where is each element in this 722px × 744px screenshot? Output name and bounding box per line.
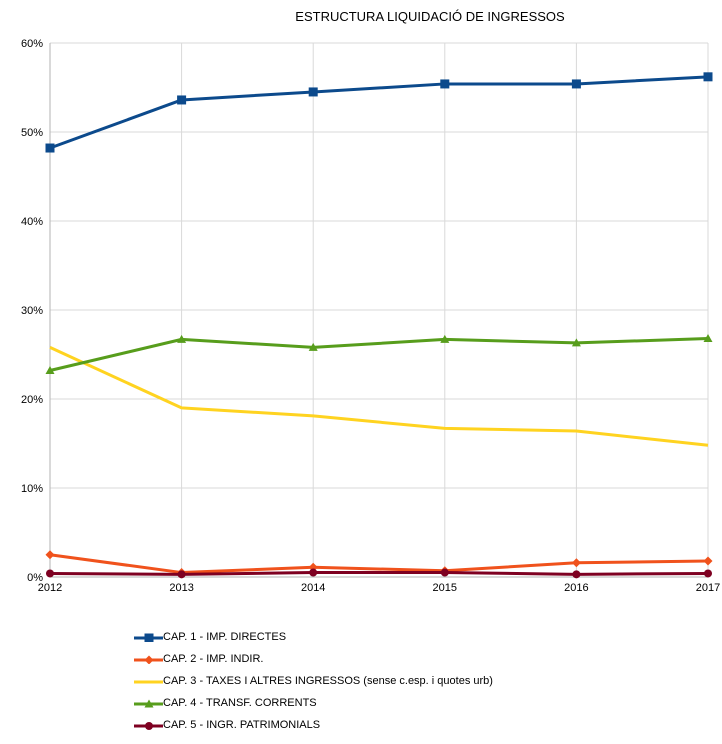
series-5 bbox=[46, 568, 712, 579]
y-tick-label: 50% bbox=[21, 127, 43, 139]
series-3 bbox=[49, 346, 709, 447]
y-tick-label: 0% bbox=[27, 572, 43, 584]
chart-title: ESTRUCTURA LIQUIDACIÓ DE INGRESSOS bbox=[295, 9, 565, 24]
x-tick-label: 2014 bbox=[301, 582, 325, 594]
legend-label: CAP. 1 - IMP. DIRECTES bbox=[163, 631, 287, 643]
series-4 bbox=[45, 333, 713, 375]
data-point bbox=[704, 569, 712, 578]
x-tick-label: 2012 bbox=[38, 582, 62, 594]
data-point bbox=[571, 338, 581, 347]
series-lines bbox=[45, 72, 713, 579]
y-tick-label: 30% bbox=[21, 305, 43, 317]
legend-swatch bbox=[134, 633, 163, 642]
legend-marker bbox=[145, 722, 153, 730]
data-point bbox=[309, 568, 318, 577]
y-tick-label: 10% bbox=[21, 483, 43, 495]
legend-item: CAP. 2 - IMP. INDIR. bbox=[133, 648, 493, 670]
legend-swatch bbox=[134, 655, 163, 664]
legend-item: CAP. 3 - TAXES I ALTRES INGRESSOS (sense… bbox=[133, 670, 493, 692]
data-point bbox=[440, 79, 450, 89]
legend-swatch bbox=[134, 722, 163, 730]
legend-label: CAP. 2 - IMP. INDIR. bbox=[163, 653, 264, 665]
data-point bbox=[46, 569, 54, 578]
series-line bbox=[49, 346, 709, 447]
y-tick-label: 20% bbox=[21, 394, 43, 406]
data-point bbox=[571, 79, 581, 89]
y-tick-label: 40% bbox=[21, 216, 43, 228]
data-point bbox=[440, 568, 449, 577]
legend-item: CAP. 4 - TRANSF. CORRENTS bbox=[133, 692, 493, 714]
data-point bbox=[571, 558, 581, 568]
data-point bbox=[177, 95, 187, 105]
data-point bbox=[703, 556, 713, 566]
data-point bbox=[45, 143, 55, 153]
data-point bbox=[177, 570, 186, 579]
legend-marker bbox=[144, 633, 154, 642]
series-line bbox=[49, 75, 709, 150]
y-tick-label: 60% bbox=[21, 38, 43, 50]
legend-marker bbox=[144, 699, 154, 708]
series-line bbox=[49, 553, 709, 575]
legend-swatch bbox=[134, 699, 163, 708]
x-tick-label: 2017 bbox=[696, 582, 720, 594]
data-point bbox=[45, 366, 55, 375]
series-line bbox=[49, 571, 709, 576]
legend-swatch bbox=[134, 680, 163, 684]
legend-label: CAP. 5 - INGR. PATRIMONIALS bbox=[163, 719, 321, 731]
data-point bbox=[45, 550, 55, 560]
series-line bbox=[49, 336, 709, 372]
series-1 bbox=[45, 72, 713, 153]
data-point bbox=[703, 333, 713, 342]
tick-labels: 0% 10% 20% 30% 40% 50% 60% 2012 2013 2014 2015 2016… bbox=[21, 38, 720, 594]
x-tick-label: 2013 bbox=[169, 582, 193, 594]
x-tick-label: 2015 bbox=[433, 582, 457, 594]
legend-label: CAP. 3 - TAXES I ALTRES INGRESSOS (sense… bbox=[163, 675, 493, 687]
data-point bbox=[440, 334, 450, 343]
legend-item: CAP. 1 - IMP. DIRECTES bbox=[133, 626, 493, 648]
x-tick-label: 2016 bbox=[564, 582, 588, 594]
data-point bbox=[703, 72, 713, 82]
legend-item: CAP. 5 - INGR. PATRIMONIALS bbox=[133, 714, 493, 736]
data-point bbox=[308, 342, 318, 351]
legend: CAP. 1 - IMP. DIRECTES CAP. 2 - IMP. INDI… bbox=[133, 626, 493, 736]
gridlines bbox=[49, 42, 709, 578]
data-point bbox=[177, 334, 187, 343]
data-point bbox=[308, 87, 318, 97]
line-chart: 0% 10% 20% 30% 40% 50% 60% 2012 2013 2014 2015 2016… bbox=[21, 38, 720, 594]
data-point bbox=[572, 570, 581, 579]
legend-marker bbox=[144, 655, 154, 664]
legend-label: CAP. 4 - TRANSF. CORRENTS bbox=[163, 697, 317, 709]
axes bbox=[49, 43, 708, 578]
